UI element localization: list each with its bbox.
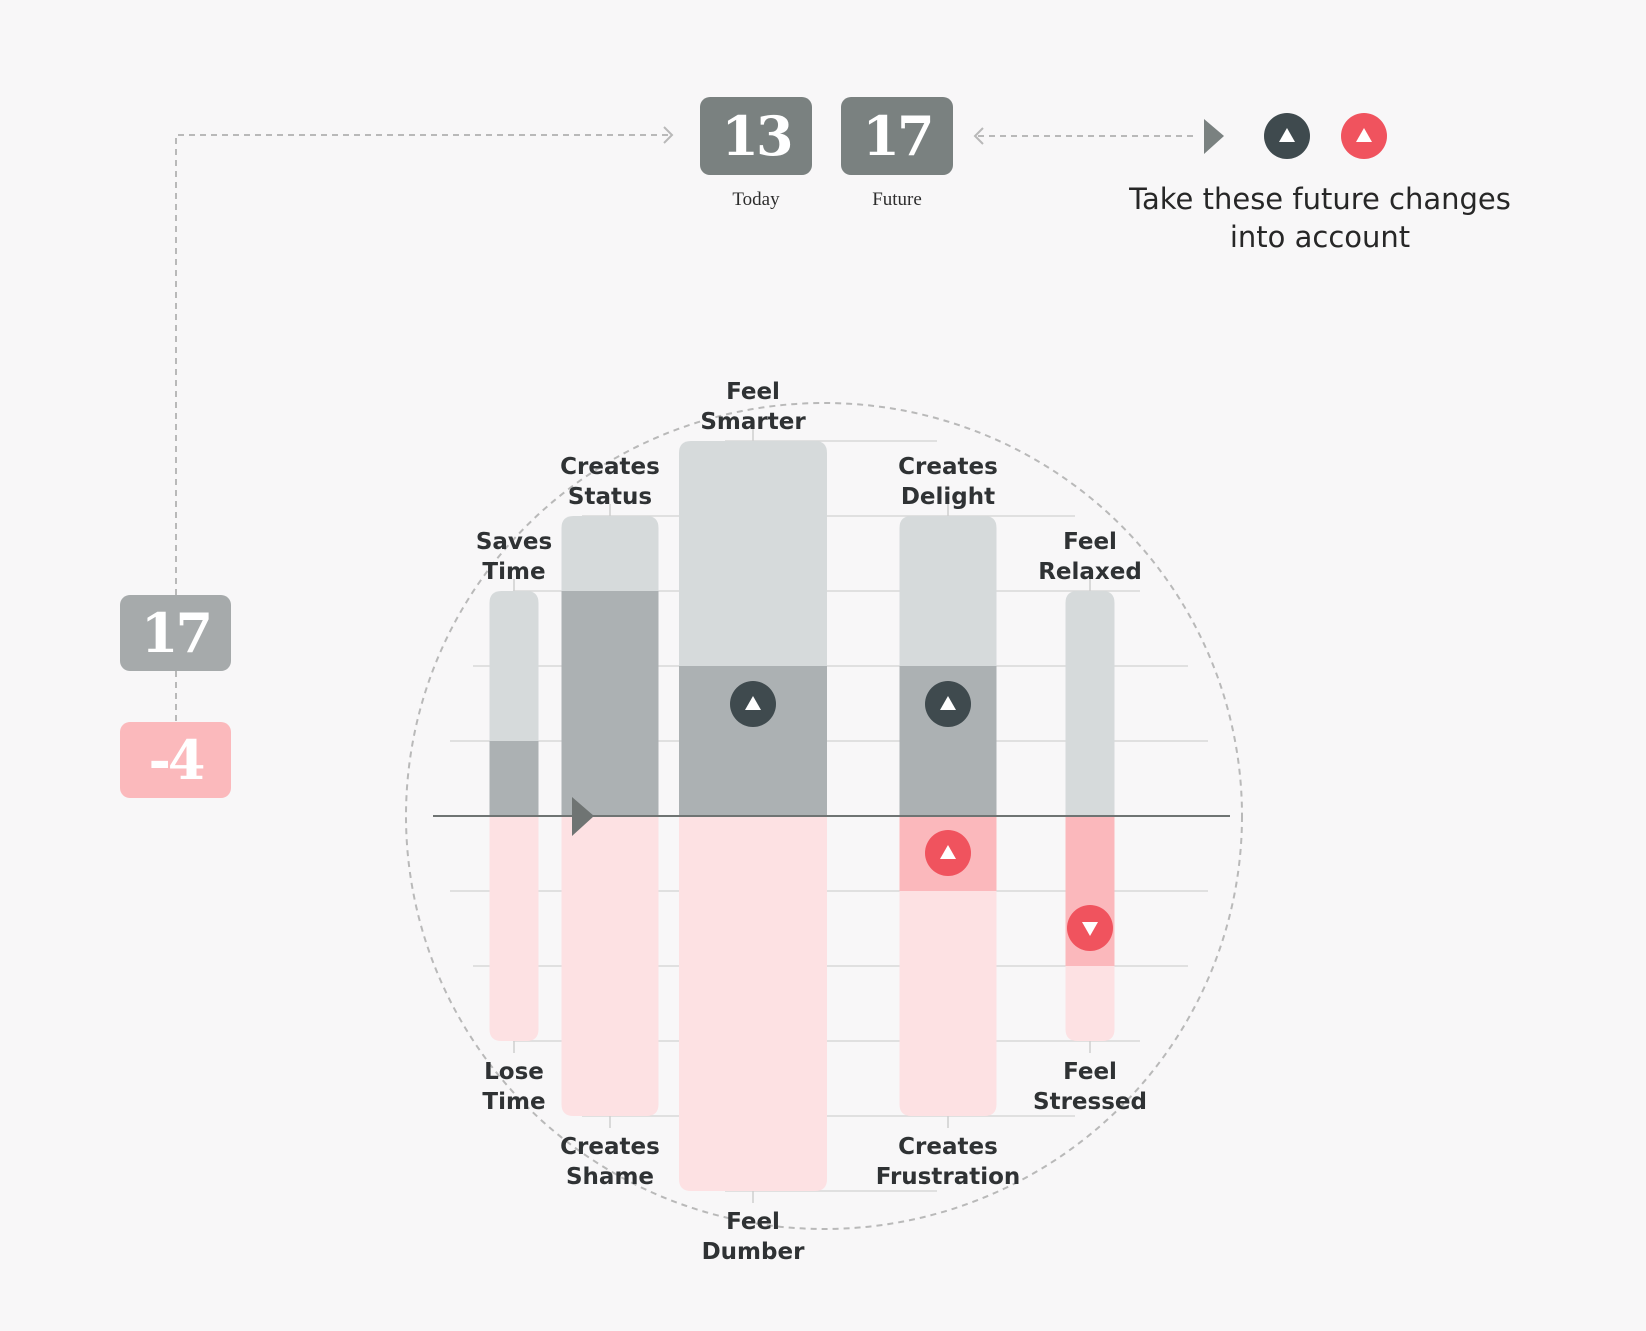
triangle-up-red-icon [1341, 113, 1387, 159]
negative-label: Feel [726, 1209, 780, 1235]
positive-label: Status [568, 484, 652, 510]
positive-label: Smarter [700, 409, 806, 435]
positive-label: Feel [726, 379, 780, 405]
bar-positive-value [561, 591, 659, 816]
triangle-down-icon [1067, 905, 1113, 951]
bar-negative-range [489, 816, 539, 1041]
future-label: Future [872, 189, 922, 210]
positive-label: Relaxed [1038, 559, 1142, 585]
triangle-up-icon [730, 681, 776, 727]
today-score-box: 13 [700, 97, 812, 175]
bar-negative-range [561, 816, 659, 1116]
positive-label: Time [482, 559, 545, 585]
positive-label: Feel [1063, 529, 1117, 555]
baseline-pointer-icon [572, 797, 594, 836]
future-score-box: 17 [841, 97, 953, 175]
negative-label: Creates [898, 1134, 998, 1160]
today-label: Today [732, 189, 780, 210]
negative-label: Feel [1063, 1059, 1117, 1085]
markers [730, 681, 1113, 951]
triangle-up-dark-icon [1264, 113, 1310, 159]
triangle-up-icon [925, 681, 971, 727]
positive-label: Creates [898, 454, 998, 480]
connectors [175, 134, 1195, 722]
connector-arrowhead-left [973, 127, 984, 145]
legend-line-2: into account [1229, 220, 1411, 254]
marker-triangle [940, 845, 956, 859]
legend-line-1: Take these future changes [1129, 182, 1511, 216]
bar-group [679, 429, 827, 1203]
bars [489, 429, 1115, 1203]
bar-group [899, 504, 997, 1128]
negative-label: Dumber [702, 1239, 805, 1265]
bar-group [489, 579, 539, 1053]
connector-arrowhead [663, 126, 674, 144]
legend-text: Take these future changes into account [1110, 180, 1530, 256]
negative-label: Frustration [876, 1164, 1021, 1190]
marker-triangle [940, 696, 956, 710]
negative-label: Stressed [1033, 1089, 1147, 1115]
legend-pointer-icon [1204, 119, 1224, 154]
negative-label: Time [482, 1089, 545, 1115]
bar-negative-range [679, 816, 827, 1191]
total-score-box: 17 [120, 595, 231, 671]
positive-label: Saves [476, 529, 552, 555]
delta-score-box: -4 [120, 722, 231, 798]
negative-label: Lose [484, 1059, 544, 1085]
marker-triangle [745, 696, 761, 710]
bar-positive-range [1065, 591, 1115, 816]
bar-positive-value [489, 741, 539, 816]
bar-group [561, 504, 659, 1128]
positive-label: Creates [560, 454, 660, 480]
boundary-circle [405, 402, 1243, 1230]
triangle-up-icon [925, 830, 971, 876]
negative-label: Shame [566, 1164, 654, 1190]
negative-label: Creates [560, 1134, 660, 1160]
marker-triangle [1082, 922, 1098, 936]
labels: Saves Time Lose Time Creates Status Creates Sha… [476, 379, 1147, 1265]
positive-label: Delight [901, 484, 995, 510]
